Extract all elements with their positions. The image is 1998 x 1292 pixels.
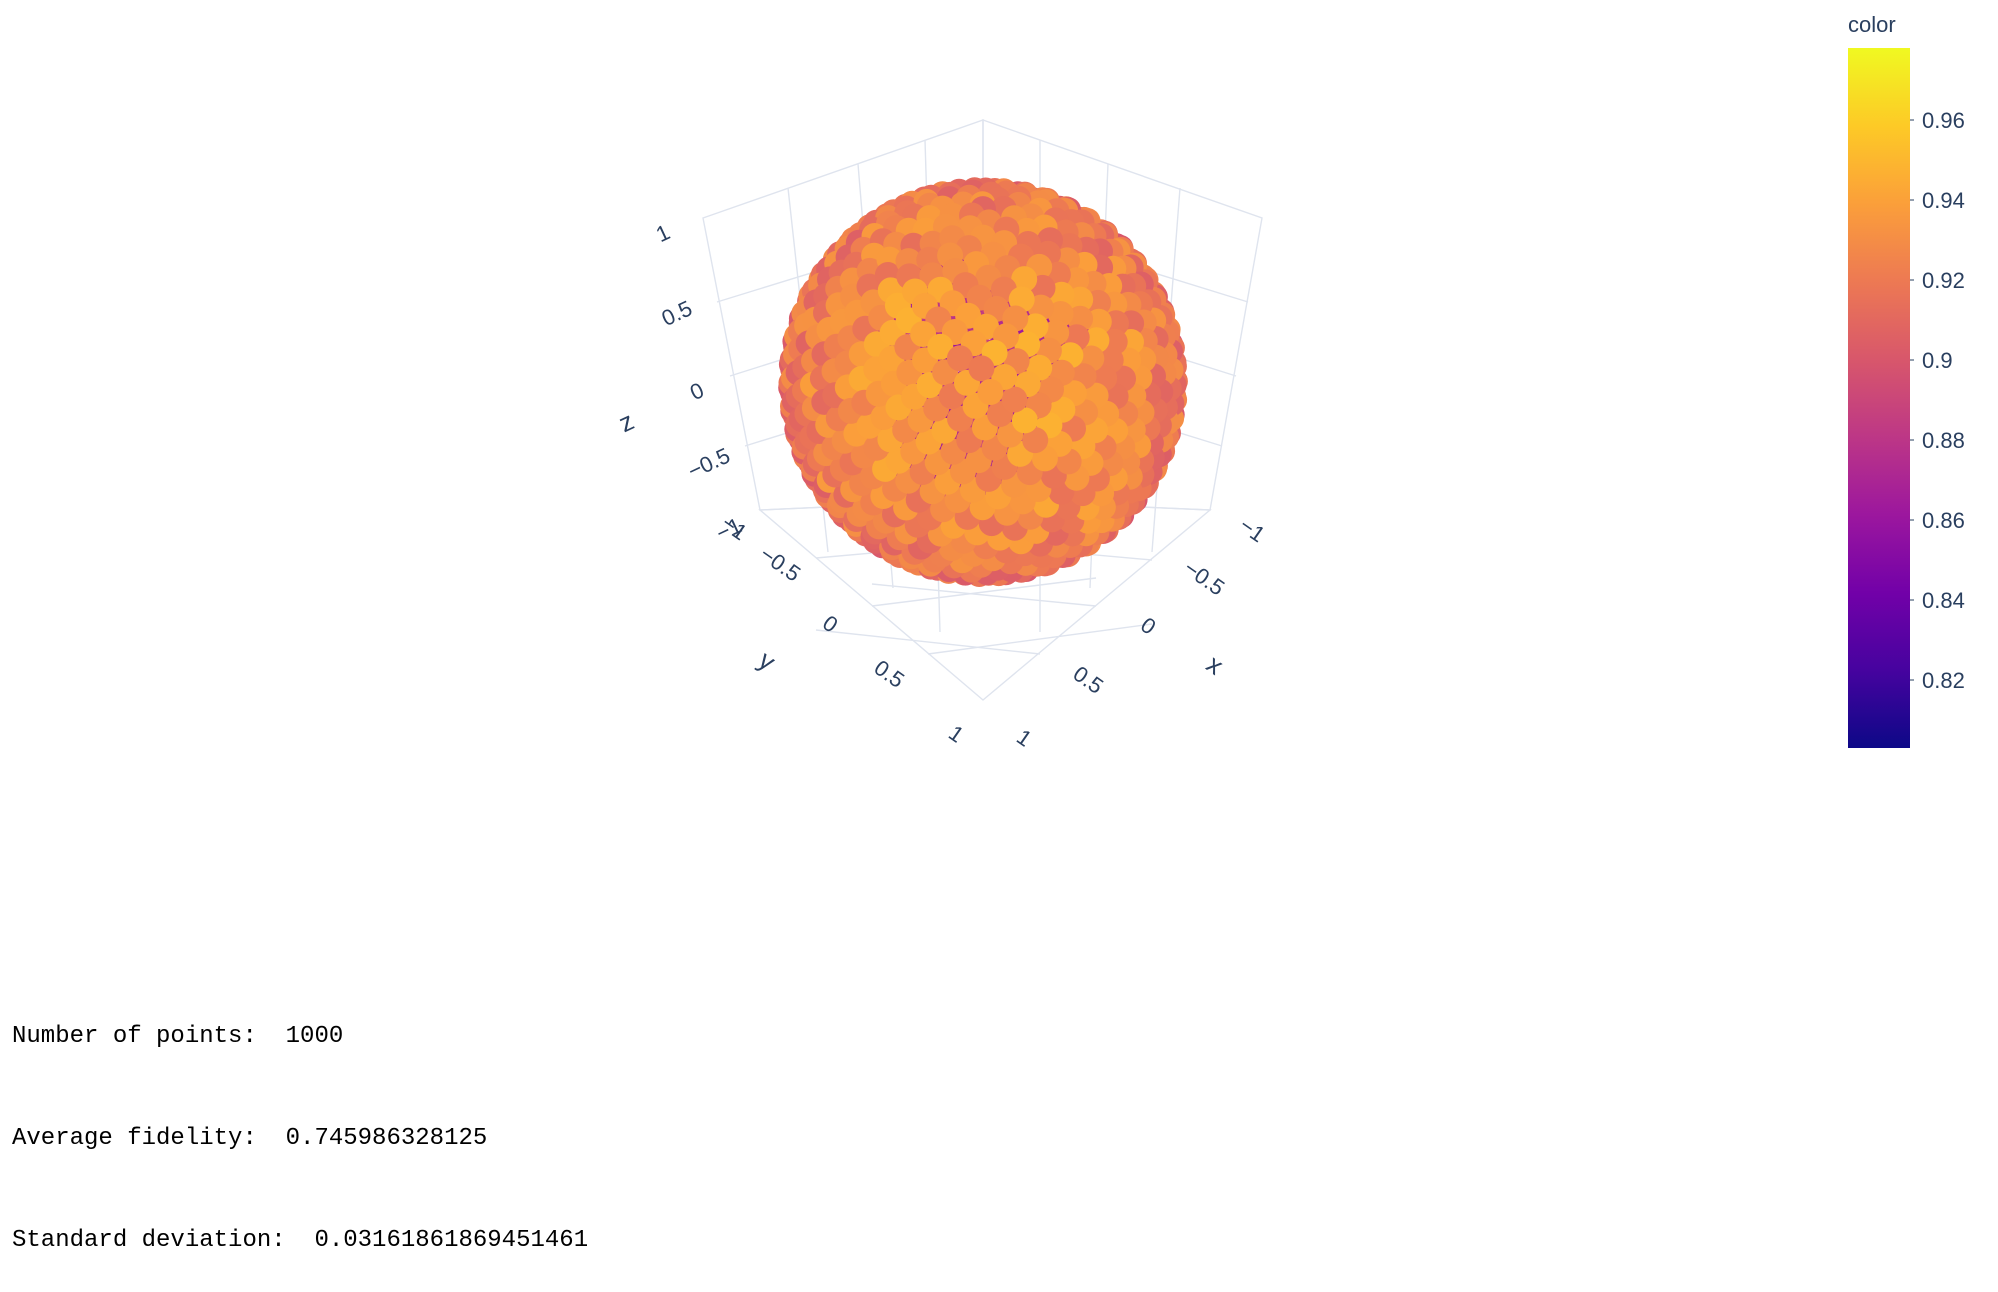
colorbar-tick-label: 0.96 — [1922, 108, 1965, 133]
z-tick-label: −0.5 — [684, 443, 734, 484]
colorbar-tick-label: 0.86 — [1922, 508, 1965, 533]
data-point — [977, 379, 1004, 405]
data-point — [1011, 266, 1038, 293]
stat-point-count: Number of points: 1000 — [12, 1023, 344, 1050]
colorbar-tick-label: 0.88 — [1922, 428, 1965, 453]
data-point — [927, 333, 954, 360]
z-tick-label: 0 — [686, 377, 708, 405]
gridline — [871, 577, 1097, 607]
stats-output: Number of points: 1000 Average fidelity:… — [12, 952, 588, 1292]
data-point — [1011, 407, 1038, 434]
colorbar-tick-label: 0.9 — [1922, 348, 1953, 373]
gridline — [815, 629, 1041, 655]
y-tick-label: −0.5 — [755, 541, 805, 586]
colorbar-tick-label: 0.82 — [1922, 668, 1965, 693]
point-cloud — [778, 177, 1188, 587]
x-tick-label: 1 — [1012, 724, 1036, 752]
colorbar-tick-label: 0.84 — [1922, 588, 1965, 613]
data-point — [968, 355, 995, 382]
y-tick-label: 0 — [818, 610, 842, 638]
z-tick-label: 1 — [652, 219, 674, 247]
data-point — [1022, 427, 1049, 454]
stat-average-fidelity: Average fidelity: 0.745986328125 — [12, 1125, 488, 1152]
y-axis-title: y — [753, 645, 781, 677]
gridline — [927, 623, 1153, 655]
stat-standard-deviation: Standard deviation: 0.03161861869451461 — [12, 1227, 589, 1254]
data-point — [1001, 386, 1028, 413]
colorbar: color 0.96 0.94 0.92 0.9 0.88 0.86 0.84 0.82 — [1848, 12, 1965, 748]
colorbar-tick-label: 0.92 — [1922, 268, 1965, 293]
x-tick-label: −0.5 — [1179, 555, 1229, 600]
z-axis-title: z — [614, 406, 638, 439]
x-axis-title: x — [1201, 649, 1229, 681]
gridline — [871, 583, 1097, 607]
y-tick-label: 0.5 — [870, 655, 909, 693]
scatter3d-plot[interactable]: 10.50−0.5−1z−1−0.500.51y−1−0.500.51x col… — [0, 0, 1998, 1056]
z-tick-label: 0.5 — [658, 295, 696, 331]
y-tick-label: 1 — [944, 720, 968, 748]
colorbar-tick-label: 0.94 — [1922, 188, 1965, 213]
x-tick-label: 0.5 — [1069, 661, 1108, 699]
colorbar-title: color — [1848, 12, 1896, 37]
colorbar-gradient — [1848, 48, 1910, 748]
x-tick-label: 0 — [1136, 612, 1160, 640]
x-tick-label: −1 — [1235, 512, 1270, 547]
data-point — [946, 345, 973, 372]
